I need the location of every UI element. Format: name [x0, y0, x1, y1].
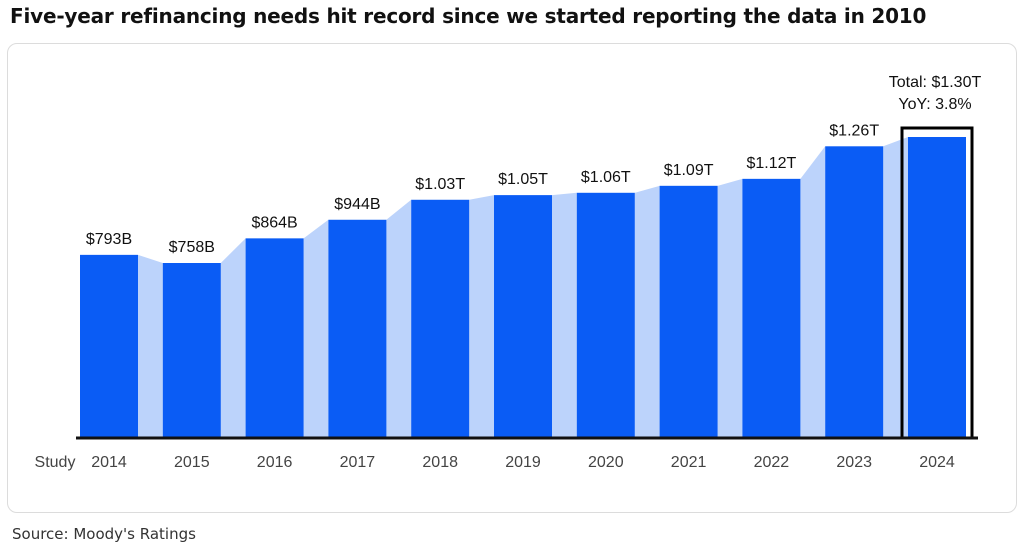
bar [411, 199, 470, 438]
connector-area [552, 192, 577, 438]
data-label: $1.03T [415, 176, 465, 193]
bar-chart: Total: $1.30T YoY: 3.8% $793B $758B $864B $94… [35, 74, 982, 471]
x-tick-label: 2023 [836, 454, 872, 471]
data-label: $793B [86, 231, 132, 248]
x-tick-label: 2021 [671, 454, 707, 471]
x-axis-title: Study [35, 454, 76, 471]
x-tick-label: 2024 [919, 454, 955, 471]
x-tick-label: 2014 [91, 454, 127, 471]
data-label: $1.05T [498, 171, 548, 188]
connector-area [220, 238, 246, 438]
data-label: $1.12T [746, 155, 796, 172]
bar [659, 185, 718, 438]
connector-area [634, 185, 660, 438]
connector-area [883, 137, 908, 438]
x-tick-label: 2018 [422, 454, 458, 471]
x-tick-label: 2019 [505, 454, 541, 471]
data-label: $1.09T [664, 162, 714, 179]
x-tick-label: 2022 [754, 454, 790, 471]
x-tick-label: 2017 [340, 454, 376, 471]
data-label: $758B [169, 239, 215, 256]
connector-area [386, 199, 412, 438]
x-tick-label: 2016 [257, 454, 293, 471]
bar [80, 254, 138, 438]
data-label: $1.26T [829, 122, 879, 139]
connector-area [800, 146, 826, 438]
highlight-label: YoY: 3.8% [898, 96, 971, 113]
data-label: $864B [251, 214, 297, 231]
bar [245, 238, 304, 438]
bar [162, 263, 221, 438]
bar [908, 137, 966, 438]
bar [328, 219, 387, 438]
bar [825, 146, 884, 438]
connector-area [469, 195, 494, 438]
chart-title: Five-year refinancing needs hit record s… [10, 4, 927, 28]
highlight-label: Total: $1.30T [889, 74, 982, 91]
connector-area [138, 254, 163, 438]
connector-area [303, 219, 329, 438]
x-tick-label: 2015 [174, 454, 210, 471]
source-note: Source: Moody's Ratings [12, 525, 196, 543]
bar [494, 195, 552, 438]
bar [742, 178, 801, 438]
data-label: $1.06T [581, 169, 631, 186]
bar [576, 192, 635, 438]
x-tick-label: 2020 [588, 454, 624, 471]
data-label: $944B [334, 196, 380, 213]
connector-area [717, 178, 743, 438]
